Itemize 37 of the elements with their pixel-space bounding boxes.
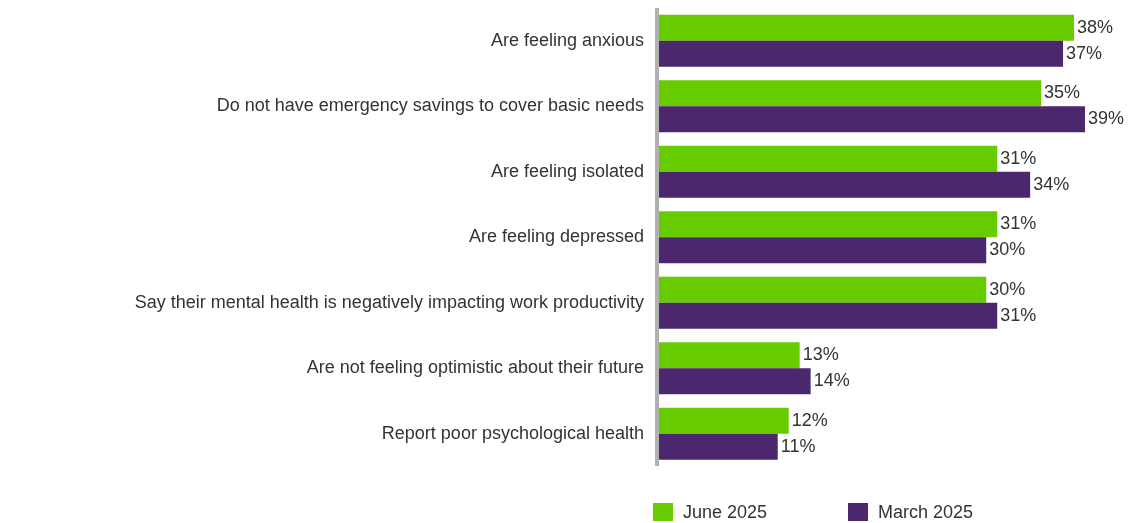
data-label: 34% [1033,173,1070,194]
y-tick-label: Are not feeling optimistic about their future [306,357,644,377]
data-label: 30% [989,239,1026,259]
bar [657,106,1085,133]
data-label: 39% [1088,108,1125,128]
bar [657,80,1042,107]
bar [657,211,998,238]
y-tick-label: Are feeling depressed [468,226,644,246]
y-tick-label: Report poor psychological health [381,422,644,443]
y-tick-label: Say their mental health is negatively impacting work productivity [134,291,644,312]
bar [657,276,987,303]
bar [657,302,998,329]
bar [657,145,998,172]
bar [657,342,800,369]
y-tick-label: Do not have emergency savings to cover basic needs [216,95,644,115]
data-label: 38% [1077,16,1114,37]
data-label: 37% [1066,42,1103,63]
bar [657,171,1031,198]
data-label: 31% [1000,213,1037,233]
bar [657,237,987,264]
data-label: 35% [1044,82,1081,102]
bar [657,368,811,395]
bar [657,433,778,460]
data-label: 11% [780,435,816,456]
data-label: 14% [813,370,850,390]
bar [657,407,789,434]
bar [657,14,1075,41]
y-tick-label: Are feeling anxious [490,29,644,50]
legend-label: March 2025 [878,501,974,522]
legend-label: June 2025 [683,501,768,522]
y-tick-label: Are feeling isolated [490,160,644,181]
data-label: 12% [791,409,828,430]
data-label: 31% [1000,147,1037,168]
bar [657,40,1064,67]
data-label: 13% [802,344,839,364]
data-label: 31% [1000,304,1037,325]
data-label: 30% [989,278,1026,299]
